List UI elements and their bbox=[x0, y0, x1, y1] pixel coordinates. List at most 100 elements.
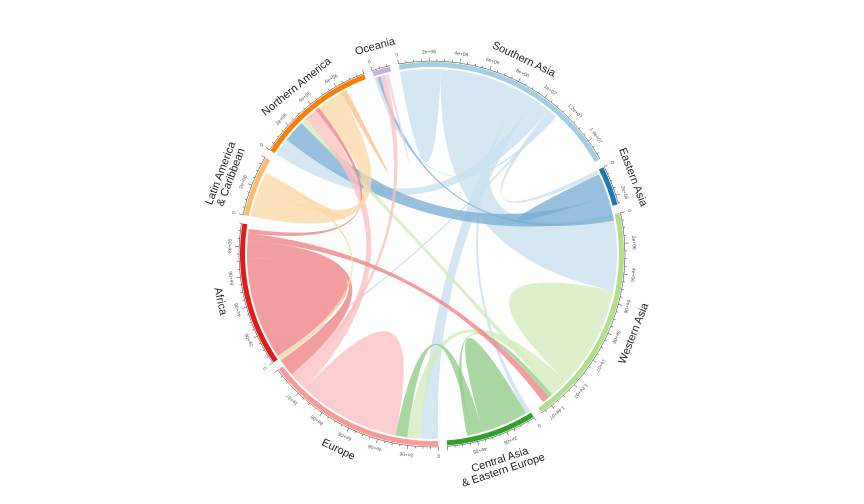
sector-arc-northern-america bbox=[270, 74, 366, 154]
tick-mark bbox=[484, 439, 486, 442]
tick-mark bbox=[579, 378, 581, 381]
axis-line-central-asia-and-eastern-europe bbox=[447, 417, 535, 447]
tick-mark bbox=[573, 384, 578, 388]
tick-mark bbox=[550, 100, 553, 103]
tick-mark bbox=[261, 155, 266, 158]
tick-mark bbox=[355, 74, 357, 77]
tick-mark bbox=[618, 304, 623, 306]
tick-label: 0 bbox=[262, 365, 269, 371]
tick-mark bbox=[592, 360, 597, 363]
tick-mark bbox=[239, 213, 244, 215]
tick-mark bbox=[285, 381, 288, 384]
tick-mark bbox=[315, 97, 317, 100]
ribbon-europe-to-northern-america bbox=[295, 110, 372, 389]
tick-mark bbox=[588, 366, 591, 369]
tick-mark bbox=[518, 77, 521, 82]
tick-mark bbox=[613, 318, 616, 320]
tick-label: 4e+06 bbox=[298, 90, 313, 104]
tick-mark bbox=[563, 395, 565, 398]
tick-mark bbox=[295, 392, 299, 397]
tick-label: 6e+06 bbox=[337, 430, 352, 442]
sector-label-line: Eastern Asia bbox=[616, 146, 650, 209]
tick-mark bbox=[604, 340, 607, 342]
sector-arc-africa bbox=[239, 223, 278, 363]
tick-label: 0 bbox=[626, 209, 633, 213]
sector-arc-eastern-asia bbox=[598, 167, 618, 206]
tick-mark bbox=[280, 375, 283, 378]
tick-label: 8e+06 bbox=[309, 413, 324, 426]
ribbon-eastern-asia-to-eastern-asia bbox=[517, 174, 608, 221]
tick-label: 2e+06 bbox=[630, 236, 637, 251]
tick-mark bbox=[520, 425, 522, 428]
tick-label: 6e+06 bbox=[324, 73, 339, 85]
tick-mark bbox=[506, 431, 509, 436]
tick-mark bbox=[244, 198, 247, 200]
tick-mark bbox=[242, 307, 247, 309]
tick-mark bbox=[604, 164, 608, 167]
tick-mark bbox=[252, 176, 255, 179]
axis-line-africa bbox=[238, 223, 273, 364]
tick-label: 6e+06 bbox=[485, 57, 500, 67]
tick-mark bbox=[511, 76, 513, 79]
tick-label: 6e+06 bbox=[622, 299, 632, 314]
tick-mark bbox=[616, 311, 619, 313]
tick-mark bbox=[534, 417, 537, 422]
tick-label: 0 bbox=[609, 160, 616, 165]
ribbon-northern-america-to-northern-america bbox=[341, 89, 388, 173]
tick-mark bbox=[303, 107, 305, 110]
tick-mark bbox=[525, 83, 527, 86]
tick-mark bbox=[247, 191, 250, 193]
tick-label: 2e+06 bbox=[275, 112, 289, 127]
tick-label: 1.4e+07 bbox=[588, 127, 604, 145]
tick-mark bbox=[297, 112, 300, 115]
tick-mark bbox=[497, 70, 499, 73]
tick-mark bbox=[477, 441, 479, 446]
ribbon-latin-america-and-caribbean-to-northern-america bbox=[250, 92, 372, 224]
tick-mark bbox=[266, 356, 269, 358]
tick-mark bbox=[259, 162, 262, 165]
tick-label: 8e+06 bbox=[610, 329, 621, 344]
tick-mark bbox=[607, 172, 610, 174]
tick-mark bbox=[562, 110, 565, 113]
tick-label: 0 bbox=[536, 422, 542, 429]
tick-label: 0 bbox=[367, 59, 372, 66]
tick-mark bbox=[610, 326, 613, 328]
tick-mark bbox=[607, 333, 612, 336]
tick-label: 2e+06 bbox=[422, 49, 436, 55]
sector-arc-oceania bbox=[372, 66, 392, 77]
sector-label-line: Oceania bbox=[354, 35, 398, 58]
tick-mark bbox=[545, 410, 547, 412]
tick-mark bbox=[314, 407, 317, 410]
tick-label: 8e+06 bbox=[515, 68, 530, 80]
tick-label: 1.4e+07 bbox=[548, 404, 566, 420]
tick-label: 1e+07 bbox=[594, 358, 607, 373]
tick-mark bbox=[613, 187, 616, 189]
tick-label: 8e+06 bbox=[227, 239, 234, 253]
ribbon-southern-asia-to-western-asia bbox=[440, 69, 617, 291]
ribbon-africa-to-africa bbox=[247, 258, 348, 356]
tick-mark bbox=[269, 362, 273, 366]
ribbon-europe-to-oceania bbox=[291, 74, 398, 379]
axis-line-southern-asia bbox=[398, 60, 601, 160]
ribbon-oceania-to-oceania bbox=[385, 74, 410, 165]
tick-mark bbox=[274, 369, 278, 373]
tick-mark bbox=[354, 431, 356, 434]
tick-mark bbox=[568, 390, 571, 392]
tick-mark bbox=[578, 127, 581, 129]
tick-mark bbox=[531, 87, 534, 90]
tick-mark bbox=[246, 314, 249, 316]
tick-mark bbox=[397, 59, 399, 64]
tick-mark bbox=[262, 349, 265, 352]
tick-label: 0 bbox=[395, 52, 399, 58]
tick-label: 0 bbox=[437, 453, 440, 459]
sector-arc-central-asia-and-eastern-europe bbox=[446, 412, 534, 446]
sector-label-line: Africa bbox=[211, 286, 229, 317]
axis-line-oceania bbox=[371, 65, 390, 71]
tick-mark bbox=[285, 122, 289, 126]
ribbon-central-asia-and-eastern-europe-to-western-asia bbox=[459, 333, 553, 436]
sector-arcs bbox=[239, 62, 624, 446]
tick-label: 4e+06 bbox=[454, 50, 469, 58]
tick-mark bbox=[369, 436, 371, 439]
tick-label: 0 bbox=[259, 142, 266, 148]
ribbon-southern-asia-to-europe bbox=[420, 90, 535, 440]
